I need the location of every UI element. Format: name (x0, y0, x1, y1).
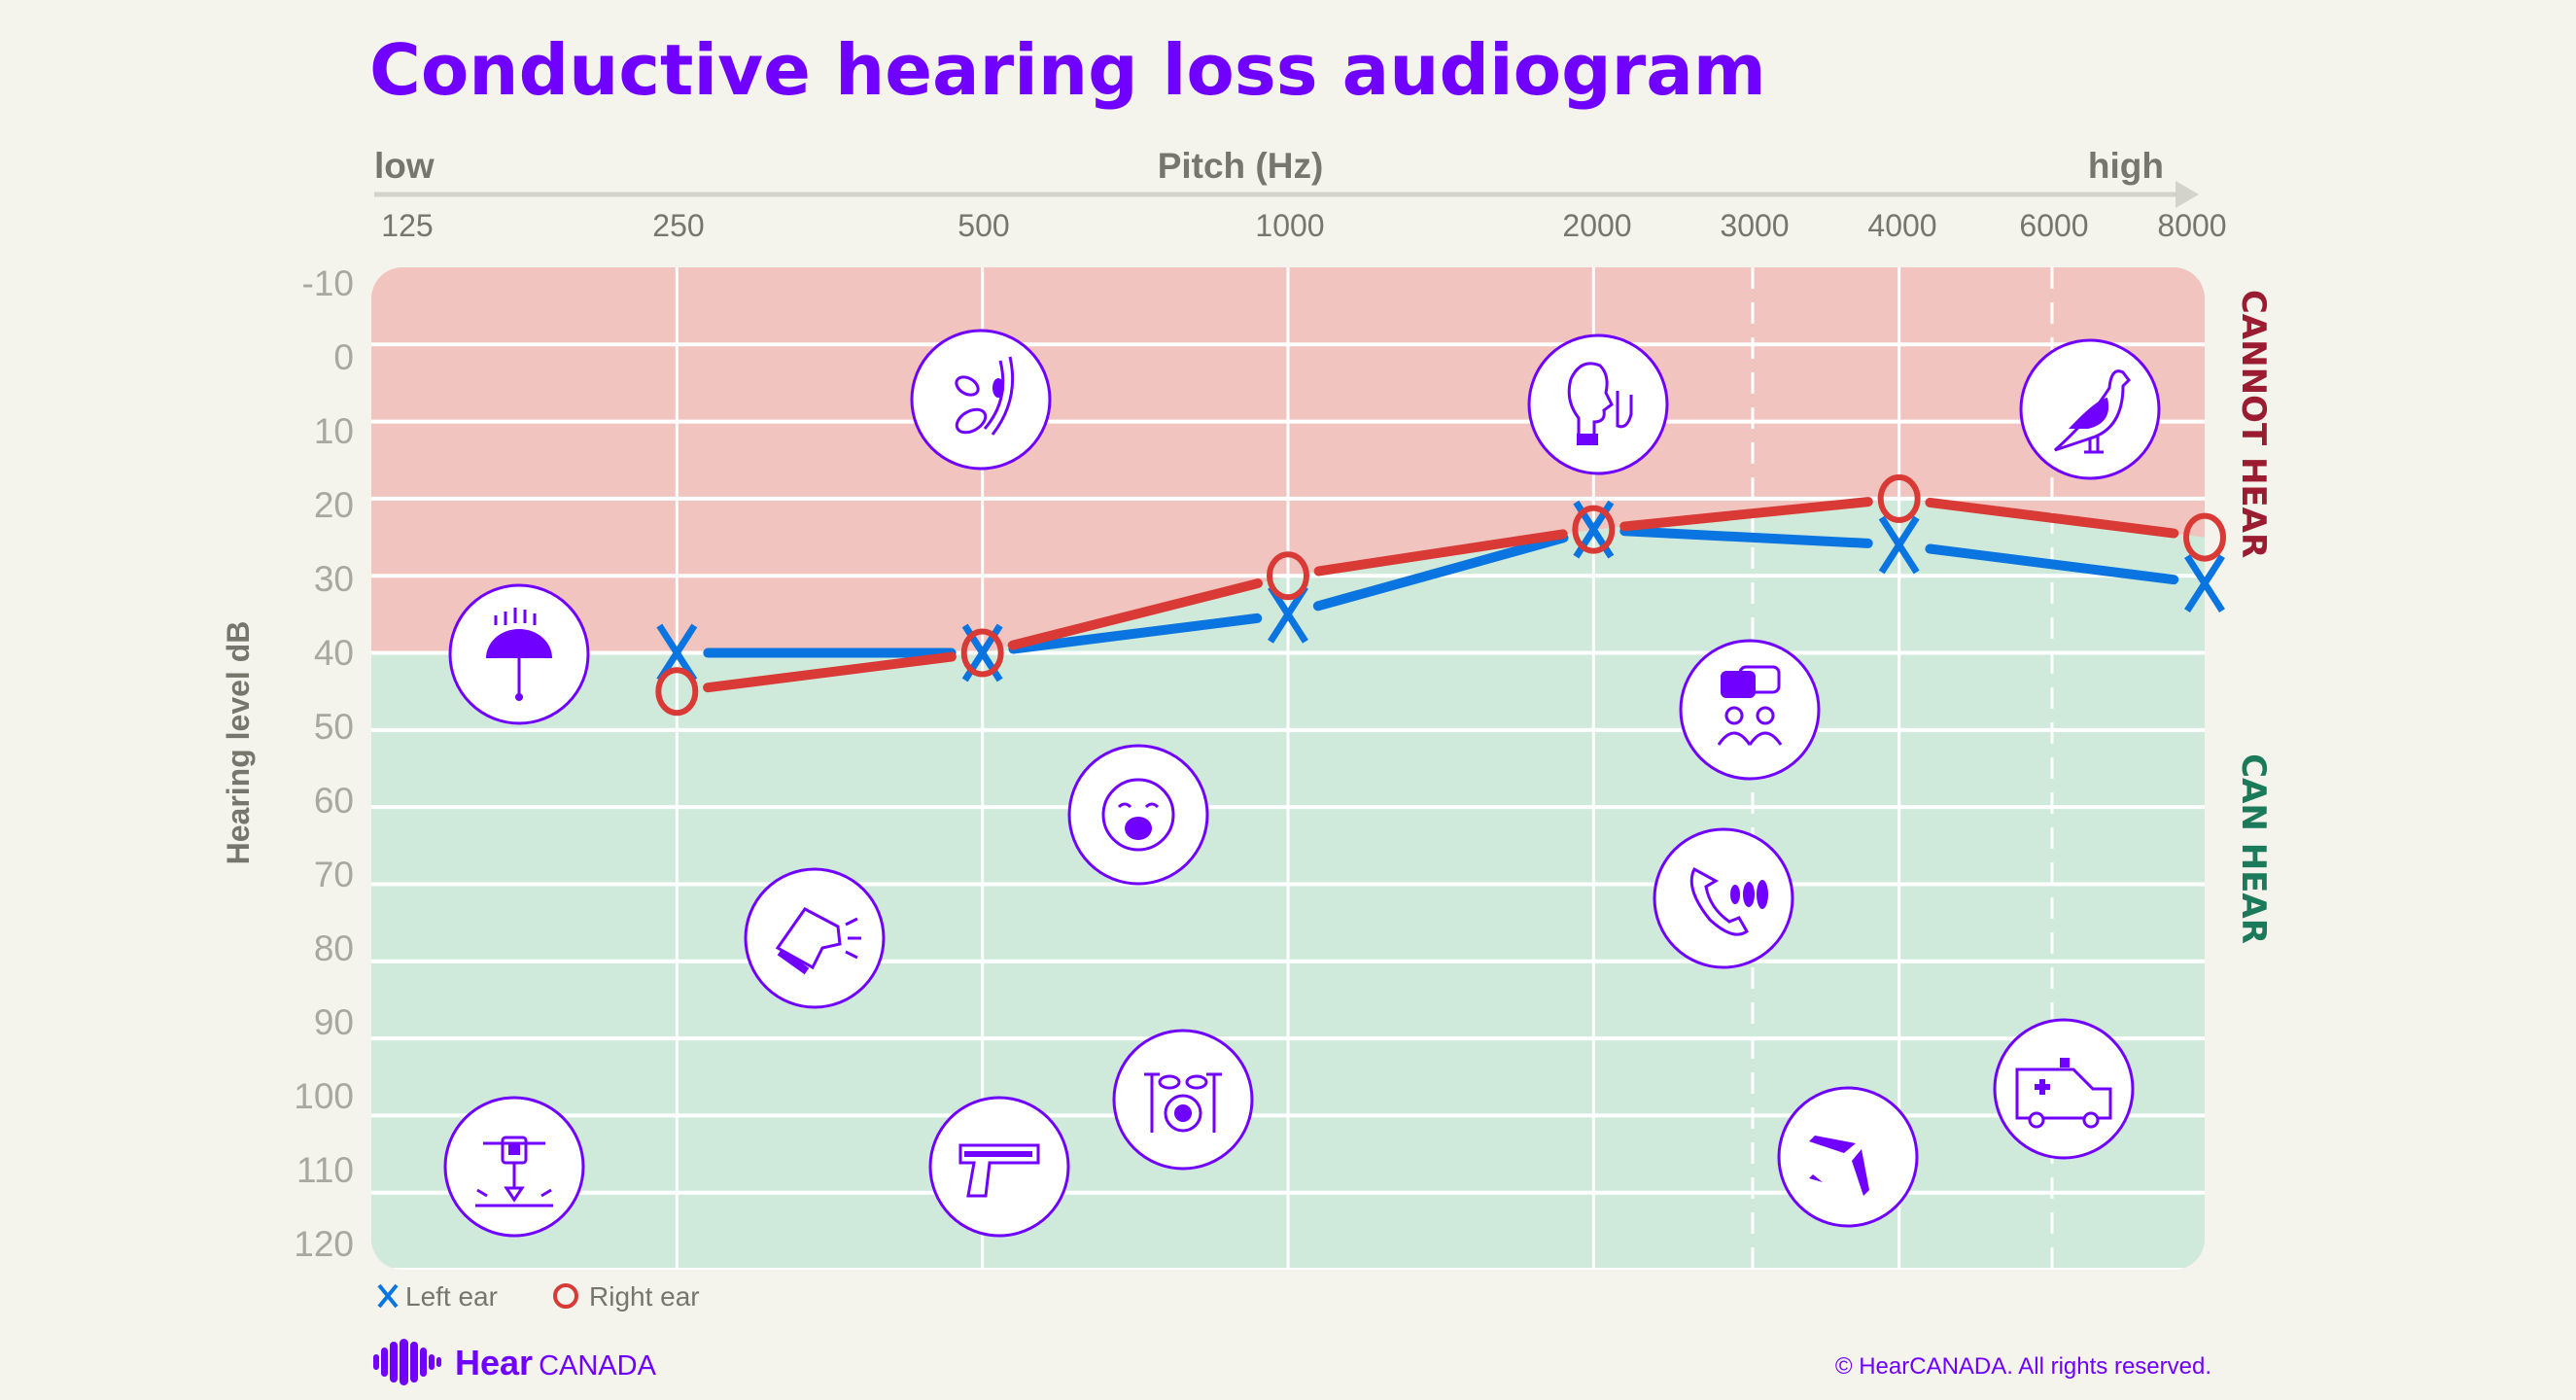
sound-icons (443, 329, 2161, 1238)
legend-label: Right ear (589, 1281, 700, 1312)
y-tick-labels: -10 0 10 20 30 40 50 60 70 80 90 100 110 120 (294, 263, 354, 1264)
x-tick-label: 2000 (1562, 208, 1631, 243)
x-tick-label: 250 (652, 208, 704, 243)
leaves-rustling-icon (910, 329, 1052, 471)
legend-label: Left ear (405, 1281, 498, 1312)
y-tick-label: 30 (314, 559, 354, 599)
x-tick-labels: 125 250 500 1000 2000 3000 4000 6000 8000 (381, 208, 2226, 243)
y-tick-label: 20 (314, 485, 354, 525)
data-point-o (1877, 473, 1921, 523)
baby-crying-icon (1067, 744, 1209, 886)
series-layer (655, 473, 2226, 717)
x-marker-icon (377, 1283, 399, 1309)
legend-left-ear: Left ear (377, 1281, 498, 1312)
y-tick-label: -10 (302, 263, 354, 303)
copyright: © HearCANADA. All rights reserved. (1835, 1353, 2211, 1380)
jackhammer-icon (443, 1096, 585, 1238)
umbrella-rain-icon (448, 583, 590, 725)
data-point-o (655, 667, 699, 717)
x-tick-label: 6000 (2019, 208, 2088, 243)
y-tick-label: 0 (333, 337, 354, 377)
series-segment (703, 651, 957, 693)
whisper-icon (1527, 333, 1669, 475)
drums-icon (1112, 1029, 1254, 1171)
legend-right-ear: Right ear (553, 1281, 700, 1312)
x-tick-label: 4000 (1867, 208, 1936, 243)
x-tick-label: 500 (957, 208, 1009, 243)
legend: Left ear Right ear (377, 1281, 700, 1312)
series-segment (1313, 529, 1568, 577)
series-right-ear (655, 473, 2226, 717)
y-tick-label: 80 (314, 928, 354, 968)
y-tick-label: 70 (314, 855, 354, 894)
y-tick-label: 40 (314, 633, 354, 673)
y-tick-label: 100 (294, 1076, 354, 1116)
logo-text: Hear CANADA (455, 1343, 657, 1382)
data-point-o (960, 628, 1004, 678)
y-tick-label: 60 (314, 781, 354, 821)
conversation-icon (1679, 639, 1821, 781)
y-axis-label: Hearing level dB (221, 621, 256, 865)
gun-icon (928, 1096, 1070, 1238)
chart-title: Conductive hearing loss audiogram (369, 29, 1766, 111)
series-segment (1925, 543, 2179, 585)
plot-area (371, 267, 2205, 1270)
x-header-high: high (2088, 146, 2164, 186)
o-marker-icon (553, 1283, 578, 1309)
hearcanada-logo: Hear CANADA (373, 1339, 657, 1385)
airplane-icon (1777, 1086, 1919, 1228)
series-segment (1619, 497, 1873, 532)
data-point-x (1878, 515, 1920, 575)
x-axis-title: Pitch (Hz) (1158, 146, 1324, 186)
y-tick-label: 90 (314, 1002, 354, 1042)
series-segment (1008, 612, 1263, 654)
series-left-ear (656, 500, 2225, 682)
series-segment (1007, 578, 1263, 650)
phone-ringing-icon (1653, 827, 1794, 969)
series-segment (1925, 497, 2179, 539)
y-tick-label: 50 (314, 707, 354, 747)
series-segment (1312, 533, 1569, 612)
x-tick-label: 3000 (1720, 208, 1789, 243)
can-hear-label: CAN HEAR (2234, 753, 2273, 944)
bird-chirping-icon (2019, 338, 2161, 480)
data-point-o (1267, 551, 1309, 601)
series-segment (1619, 526, 1873, 548)
x-tick-label: 1000 (1255, 208, 1324, 243)
cannot-hear-label: CANNOT HEAR (2234, 290, 2273, 558)
data-point-o (1572, 505, 1616, 554)
pitch-arrow-icon (2176, 181, 2199, 208)
dog-barking-icon (744, 867, 886, 1009)
ambulance-siren-icon (1993, 1018, 2135, 1160)
y-tick-label: 10 (314, 411, 354, 451)
x-header-low: low (374, 146, 435, 186)
y-tick-label: 120 (294, 1224, 354, 1264)
x-tick-label: 125 (381, 208, 433, 243)
x-tick-label: 8000 (2157, 208, 2226, 243)
data-point-o (2183, 512, 2226, 562)
soundwave-logo-icon (373, 1339, 441, 1385)
data-point-x (2184, 554, 2225, 613)
y-tick-label: 110 (296, 1150, 354, 1190)
